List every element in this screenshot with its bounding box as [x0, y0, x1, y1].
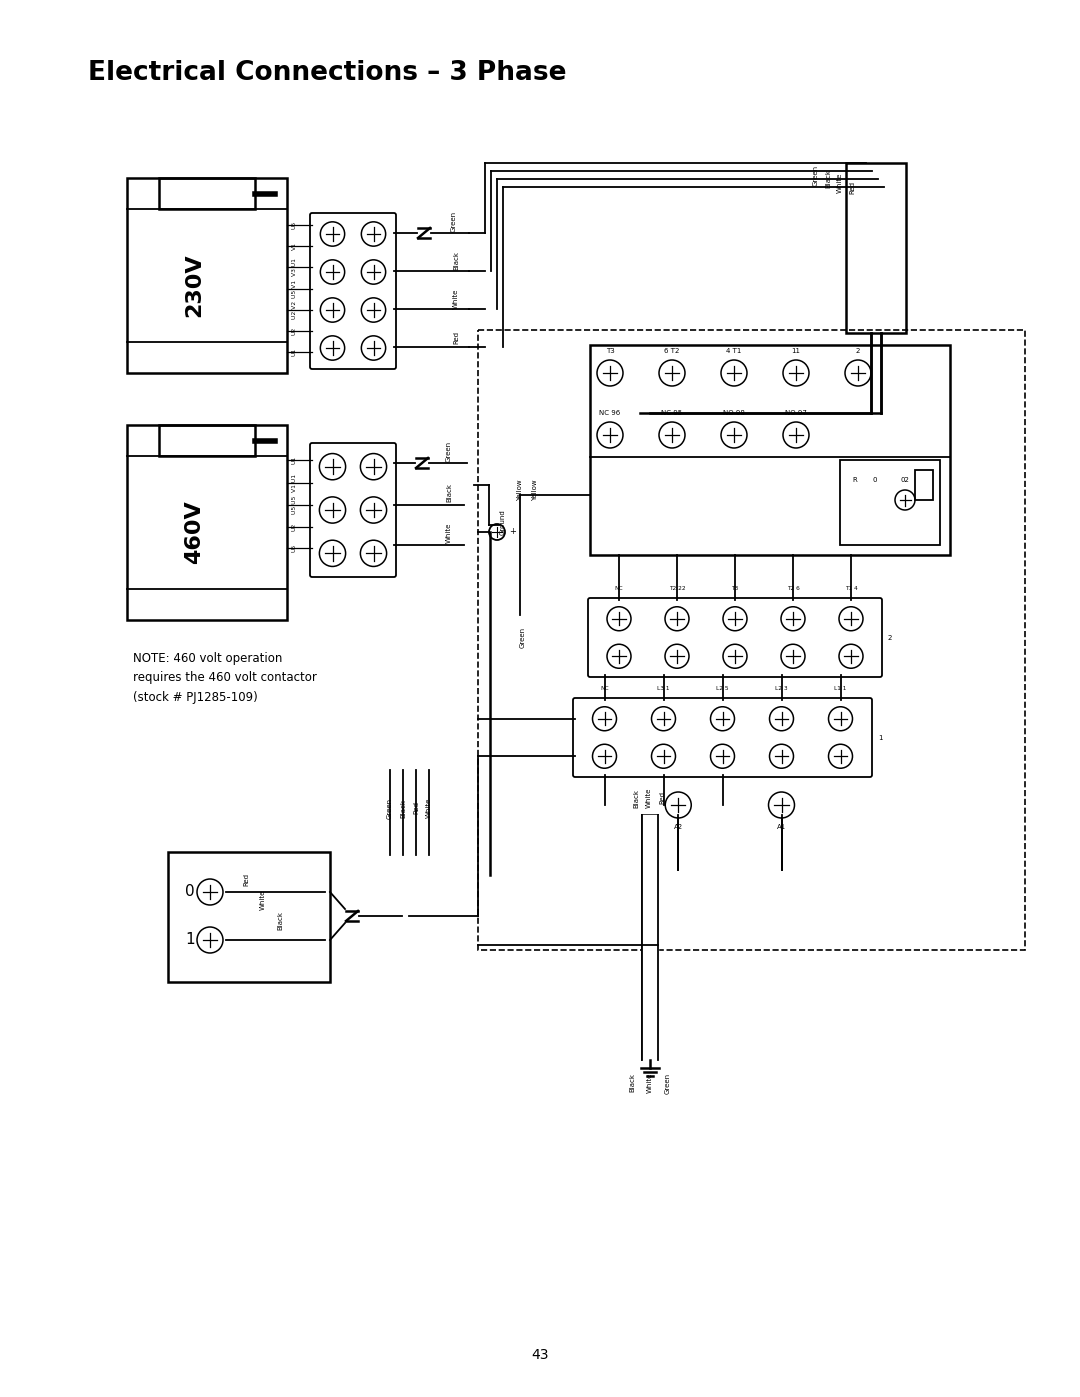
Text: V1 U1: V1 U1: [292, 474, 297, 492]
Text: White: White: [426, 798, 432, 819]
Text: U5: U5: [292, 221, 297, 229]
Text: T3: T3: [606, 348, 615, 353]
Text: L2 5: L2 5: [716, 686, 729, 690]
Text: 0: 0: [873, 476, 877, 483]
Text: 2: 2: [855, 348, 860, 353]
Text: 460V: 460V: [185, 500, 204, 564]
Text: Black: Black: [276, 911, 283, 929]
Text: U5 V1: U5 V1: [292, 279, 297, 298]
Text: +: +: [509, 528, 516, 536]
Text: Black: Black: [633, 788, 639, 807]
Bar: [915, 469, 933, 500]
Text: 2: 2: [888, 634, 892, 640]
Text: L1 1: L1 1: [835, 686, 847, 690]
Text: 43: 43: [531, 1348, 549, 1362]
Text: 230V: 230V: [185, 253, 204, 317]
Text: White: White: [837, 173, 843, 193]
Text: White: White: [646, 788, 652, 809]
Text: T1 4: T1 4: [845, 585, 858, 591]
Text: Green: Green: [519, 627, 526, 648]
Text: Black: Black: [825, 169, 831, 189]
Bar: [590, 345, 950, 555]
Text: U1: U1: [292, 348, 297, 356]
Text: Ground: Ground: [500, 509, 507, 535]
Text: T2 6: T2 6: [786, 585, 799, 591]
Text: NO 98: NO 98: [724, 409, 745, 416]
Text: Black: Black: [400, 799, 406, 817]
Text: White: White: [647, 1073, 653, 1094]
Text: Electrical Connections – 3 Phase: Electrical Connections – 3 Phase: [87, 60, 567, 87]
Text: U2: U2: [292, 327, 297, 335]
Text: White: White: [446, 522, 453, 543]
Text: Green: Green: [387, 798, 393, 819]
Text: 1: 1: [185, 933, 194, 947]
Bar: [168, 852, 330, 982]
Text: 4 T1: 4 T1: [727, 348, 742, 353]
Text: L2 3: L2 3: [775, 686, 787, 690]
Text: Yellow: Yellow: [517, 479, 523, 500]
Bar: [478, 330, 1025, 950]
Text: Green: Green: [446, 440, 453, 461]
Text: V3 U1: V3 U1: [292, 258, 297, 277]
Text: NC 96: NC 96: [599, 409, 621, 416]
Text: 02: 02: [901, 476, 909, 483]
Bar: [840, 460, 940, 545]
Text: U2 V2: U2 V2: [292, 300, 297, 319]
Text: White: White: [260, 890, 266, 911]
Text: Red: Red: [849, 180, 855, 194]
Text: A1: A1: [777, 824, 786, 830]
Text: Yellow: Yellow: [532, 479, 538, 500]
Text: U2: U2: [292, 522, 297, 531]
Text: Green: Green: [813, 165, 819, 186]
Text: Green: Green: [665, 1073, 671, 1094]
Text: A2: A2: [674, 824, 683, 830]
Text: NC 95: NC 95: [661, 409, 683, 416]
Text: T3: T3: [731, 585, 739, 591]
Bar: [127, 425, 287, 620]
Text: Black: Black: [446, 483, 453, 503]
Text: Red: Red: [659, 792, 665, 805]
Text: 0: 0: [185, 884, 194, 900]
Text: U5: U5: [292, 543, 297, 552]
Text: R: R: [852, 476, 858, 483]
Text: NC: NC: [615, 585, 623, 591]
Bar: [159, 177, 255, 210]
Text: T2 22: T2 22: [669, 585, 686, 591]
Text: 1: 1: [878, 735, 882, 740]
Text: 11: 11: [792, 348, 800, 353]
Text: U1: U1: [292, 455, 297, 464]
Bar: [846, 163, 906, 332]
Text: U5 U5: U5 U5: [292, 496, 297, 514]
Text: Red: Red: [413, 802, 419, 814]
Text: Red: Red: [453, 331, 459, 344]
Text: Green: Green: [451, 211, 457, 232]
Text: White: White: [453, 289, 459, 309]
Text: V1: V1: [292, 242, 297, 250]
Text: NO 97: NO 97: [785, 409, 807, 416]
Text: NOTE: 460 volt operation
requires the 460 volt contactor
(stock # PJ1285-109): NOTE: 460 volt operation requires the 46…: [133, 652, 316, 704]
Text: NC: NC: [600, 686, 609, 690]
Text: L3 1: L3 1: [658, 686, 670, 690]
Bar: [127, 177, 287, 373]
Text: Black: Black: [453, 251, 459, 271]
Text: Red: Red: [243, 873, 249, 886]
Text: 6 T2: 6 T2: [664, 348, 679, 353]
Text: Black: Black: [629, 1073, 635, 1092]
Bar: [159, 425, 255, 457]
